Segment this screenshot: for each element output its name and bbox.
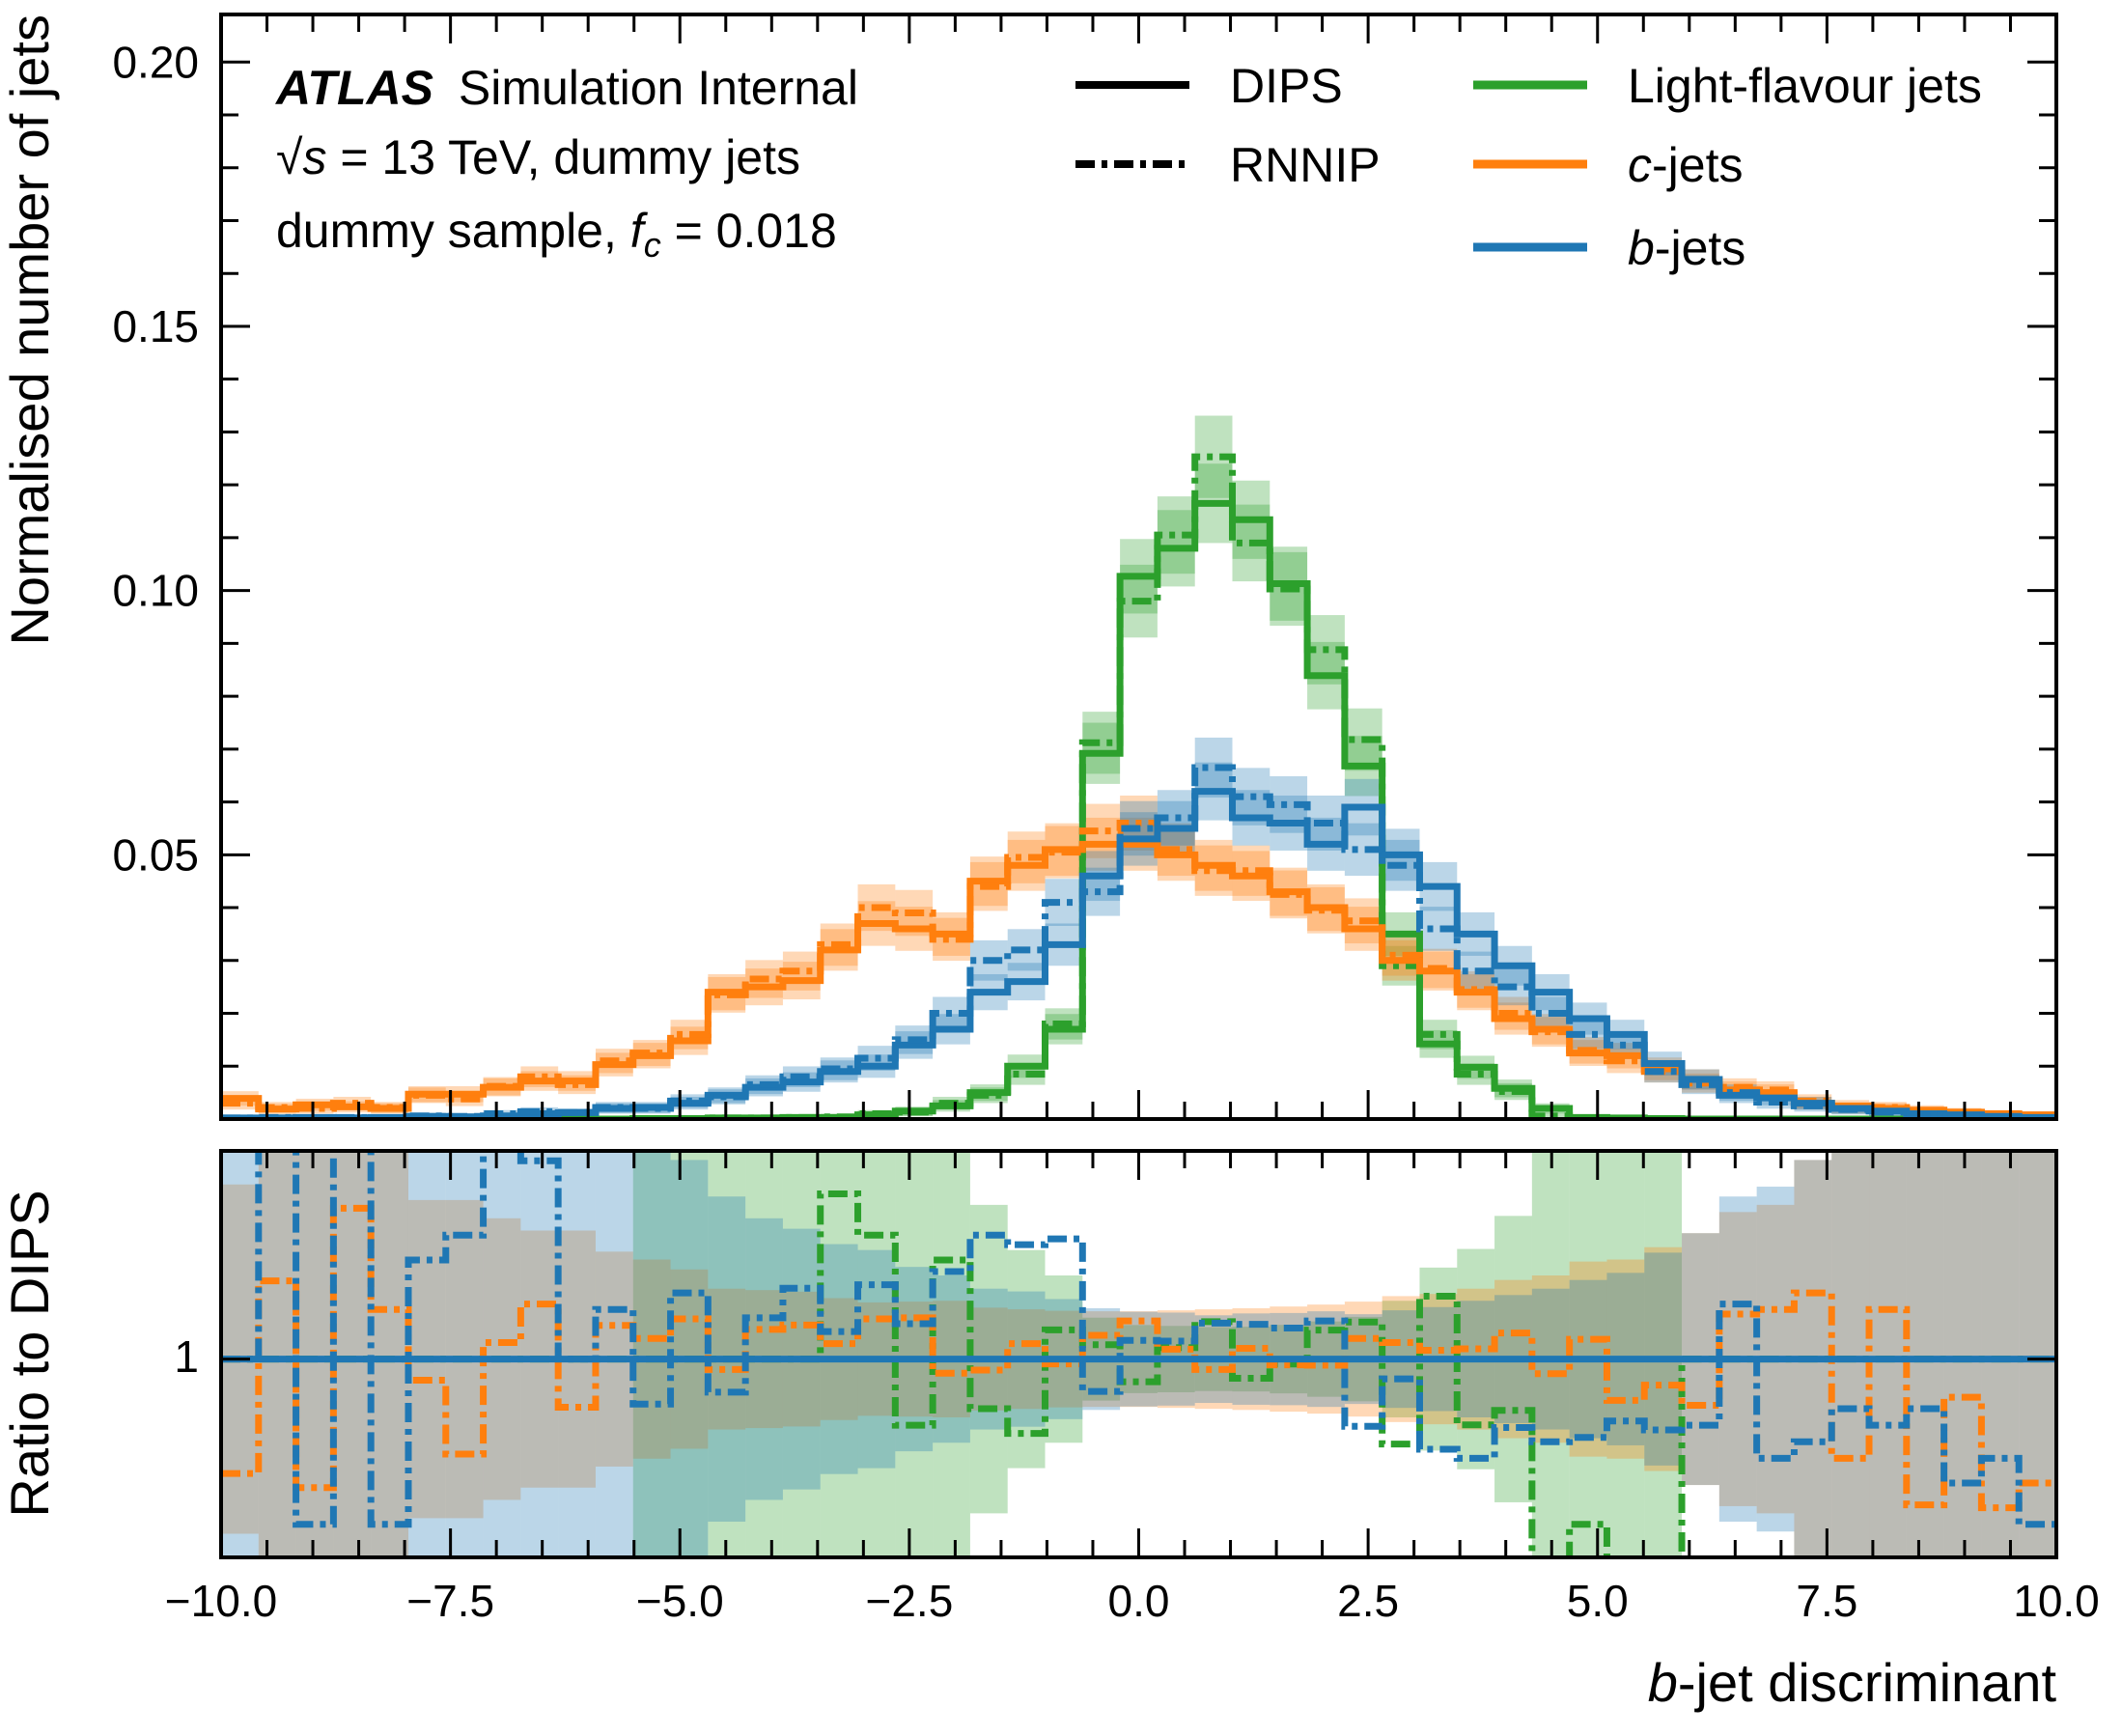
ratio-band-b <box>483 1151 521 1557</box>
ratio-band-light <box>857 1151 896 1557</box>
x-tick-label: 10.0 <box>2013 1576 2100 1626</box>
ratio-band-light <box>1606 1151 1645 1557</box>
x-tick-label: 0.0 <box>1108 1576 1170 1626</box>
hist-c-rnnip <box>221 819 2056 1119</box>
legend-item-dips[interactable]: DIPS <box>1075 59 1343 113</box>
energy-line: √s = 13 TeV, dummy jets <box>276 130 800 184</box>
legend-dips-label: DIPS <box>1230 59 1343 113</box>
ratio-band-light <box>820 1151 858 1557</box>
ratio-ticks <box>219 1151 2058 1557</box>
main-ticks <box>219 14 2058 1119</box>
x-tick-label: 7.5 <box>1796 1576 1857 1626</box>
ratio-band-c <box>258 1151 296 1557</box>
ratio-band-b <box>1943 1151 1982 1557</box>
ratio-lines <box>221 1151 2056 1557</box>
ratio-band-b <box>1906 1151 1944 1557</box>
ratio-band-b <box>1831 1151 1870 1557</box>
legend-c-label: c-jets <box>1628 138 1743 192</box>
legend-b-label: b-jets <box>1628 221 1745 275</box>
ratio-band-b <box>595 1151 633 1557</box>
y-tick-label: 0.20 <box>112 37 199 87</box>
ratio-band-c <box>1869 1151 1907 1557</box>
atlas-label: ATLAS <box>274 61 433 115</box>
x-tick-label: 5.0 <box>1567 1576 1629 1626</box>
ratio-line-b-rnnip <box>221 1151 2056 1528</box>
ratio-uncertainty-bands <box>221 1151 2056 1557</box>
x-axis-title: b-jet discriminant <box>1648 1652 2057 1713</box>
ratio-band-light <box>670 1151 709 1557</box>
legend-item-c[interactable]: c-jets <box>1473 138 1743 192</box>
hist-c-dips <box>221 840 2056 1119</box>
x-tick-label: 2.5 <box>1337 1576 1399 1626</box>
ratio-band-b <box>2019 1151 2056 1557</box>
ratio-band-light <box>745 1151 783 1557</box>
y-tick-label: 0.10 <box>112 566 199 616</box>
fc-value: = 0.018 <box>661 204 837 258</box>
ratio-band-light <box>782 1151 821 1557</box>
ratio-band-b <box>558 1151 596 1557</box>
ratio-band-b <box>407 1151 446 1557</box>
ratio-ytick-label-1: 1 <box>174 1331 199 1382</box>
ratio-band-c <box>1906 1151 1944 1557</box>
ratio-y-axis-title: Ratio to DIPS <box>0 1190 60 1517</box>
svg-text:ATLAS Simulation Inter: ATLAS Simulation Internal <box>274 61 858 115</box>
ratio-band-b <box>632 1151 671 1557</box>
atlas-suffix: Simulation Internal <box>459 61 858 115</box>
y-tick-label: 0.15 <box>112 301 199 351</box>
x-tick-label: −5.0 <box>636 1576 724 1626</box>
ratio-band-b <box>1981 1151 2020 1557</box>
sqrt-s: √s <box>276 130 326 184</box>
main-panel: 0.05 0.10 0.15 0.20 Normalised number of je… <box>0 13 2058 1121</box>
ratio-band-b <box>445 1151 484 1557</box>
main-y-axis-title: Normalised number of jets <box>0 14 60 646</box>
ratio-band-b <box>371 1151 408 1557</box>
ratio-band-c <box>2019 1151 2056 1557</box>
legend-light-label: Light-flavour jets <box>1628 59 1982 113</box>
ratio-band-c <box>1831 1151 1870 1557</box>
x-tick-label: −10.0 <box>165 1576 277 1626</box>
x-tick-labels: −10.0 −7.5 −5.0 −2.5 0.0 2.5 5.0 7.5 10.0 <box>165 1576 2100 1626</box>
fc-subscript: c <box>644 225 661 265</box>
ratio-band-light <box>1644 1151 1683 1557</box>
ratio-band-light <box>1531 1151 1570 1557</box>
x-tick-label: −7.5 <box>406 1576 494 1626</box>
sample-prefix: dummy sample, <box>276 204 630 258</box>
ratio-band-c <box>371 1151 408 1557</box>
ratio-band-b <box>258 1151 296 1557</box>
main-uncertainty-bands <box>221 415 2056 1119</box>
ratio-band-c <box>1943 1151 1982 1557</box>
ratio-band-light <box>708 1151 746 1557</box>
y-tick-label: 0.05 <box>112 829 199 880</box>
legend-item-b[interactable]: b-jets <box>1473 221 1745 275</box>
main-ytick-labels: 0.05 0.10 0.15 0.20 <box>112 37 199 880</box>
energy-rest: = 13 TeV, dummy jets <box>326 130 800 184</box>
band-c-rnnip <box>295 1103 334 1114</box>
ratio-band-light <box>1569 1151 1607 1557</box>
ratio-band-light <box>632 1151 671 1557</box>
hist-b-rnnip <box>221 764 2056 1119</box>
ratio-band-light <box>933 1151 970 1557</box>
sample-line: dummy sample, fc = 0.018 <box>276 204 837 265</box>
ratio-band-b <box>520 1151 559 1557</box>
legend-item-rnnip[interactable]: RNNIP <box>1075 138 1381 192</box>
legend: DIPS RNNIP Light-flavour jets c-jets b-j… <box>1075 59 1982 275</box>
ratio-band-b <box>221 1151 259 1557</box>
atlas-annotation: ATLAS Simulation Internal √s = 13 TeV, d… <box>274 61 858 265</box>
ratio-band-b <box>333 1151 372 1557</box>
ratio-line-c-rnnip <box>221 1204 2056 1512</box>
ratio-band-b <box>295 1151 334 1557</box>
legend-rnnip-label: RNNIP <box>1230 138 1381 192</box>
x-tick-label: −2.5 <box>865 1576 953 1626</box>
ratio-band-c <box>1981 1151 2020 1557</box>
hist-b-dips <box>221 788 2056 1119</box>
ratio-band-light <box>895 1151 934 1557</box>
legend-item-light[interactable]: Light-flavour jets <box>1473 59 1982 113</box>
ratio-band-b <box>1869 1151 1907 1557</box>
ratio-band-c <box>333 1151 372 1557</box>
